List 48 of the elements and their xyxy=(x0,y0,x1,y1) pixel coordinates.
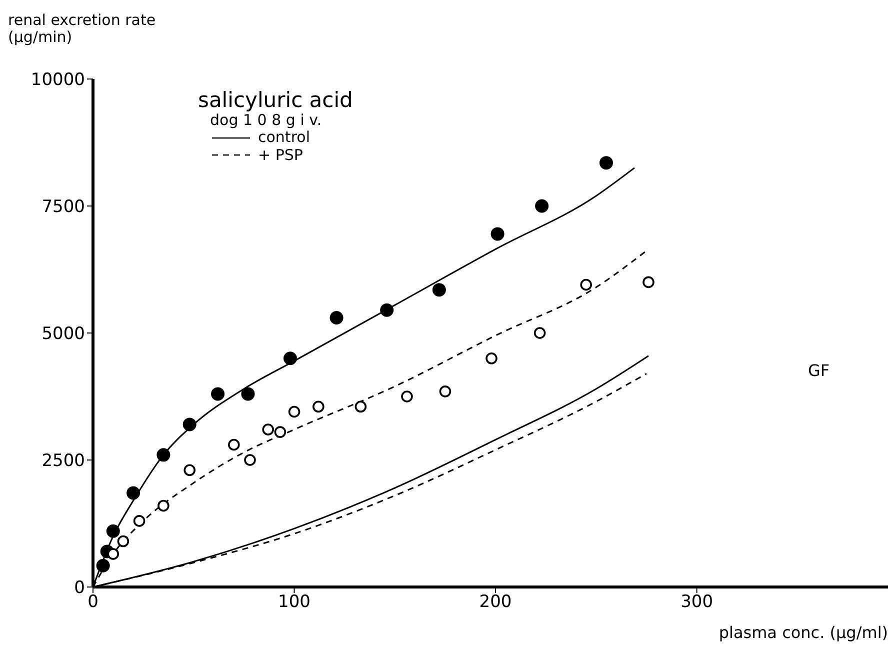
point xyxy=(312,400,324,413)
x-tick-label: 300 xyxy=(680,592,714,612)
point xyxy=(642,276,654,288)
point xyxy=(439,386,452,398)
point xyxy=(283,352,297,366)
annotation: GF xyxy=(808,361,830,380)
point xyxy=(211,387,225,401)
point xyxy=(133,515,146,527)
annotation: dog 1 0 8 g i v. xyxy=(210,111,323,130)
point xyxy=(228,438,240,451)
point xyxy=(486,352,498,364)
point xyxy=(107,548,120,560)
point xyxy=(580,278,592,291)
x-tick-label: 200 xyxy=(479,592,512,612)
y-tick-label: 0 xyxy=(74,578,85,598)
point xyxy=(96,558,110,572)
point xyxy=(490,227,504,241)
y-tick-label: 5000 xyxy=(42,324,85,344)
legend-title: salicyluric acid xyxy=(198,88,353,112)
point xyxy=(354,400,367,413)
point xyxy=(432,283,446,297)
point xyxy=(262,424,274,436)
point xyxy=(330,311,344,325)
point xyxy=(156,448,170,462)
point xyxy=(126,486,140,500)
point xyxy=(182,418,196,432)
point xyxy=(241,387,255,401)
point xyxy=(534,327,546,339)
point xyxy=(288,406,300,418)
y-tick-label: 2500 xyxy=(42,451,85,472)
point xyxy=(117,535,130,548)
point xyxy=(106,524,120,538)
point xyxy=(244,454,256,466)
y-tick-label: 7500 xyxy=(42,197,85,218)
point xyxy=(599,156,613,170)
point xyxy=(380,303,394,317)
point xyxy=(401,390,413,402)
y-tick-label: 10000 xyxy=(30,70,85,90)
point xyxy=(535,199,549,213)
point xyxy=(184,464,196,476)
y-axis-title: renal excretion rate (µg/min) xyxy=(8,11,156,46)
legend-label: + PSP xyxy=(258,146,303,164)
legend-label: control xyxy=(258,128,310,147)
point xyxy=(158,500,170,512)
x-tick-label: 100 xyxy=(278,592,310,612)
point xyxy=(274,426,286,438)
x-axis-title: plasma conc. (µg/ml) xyxy=(718,623,888,642)
x-tick-label: 0 xyxy=(88,592,98,612)
